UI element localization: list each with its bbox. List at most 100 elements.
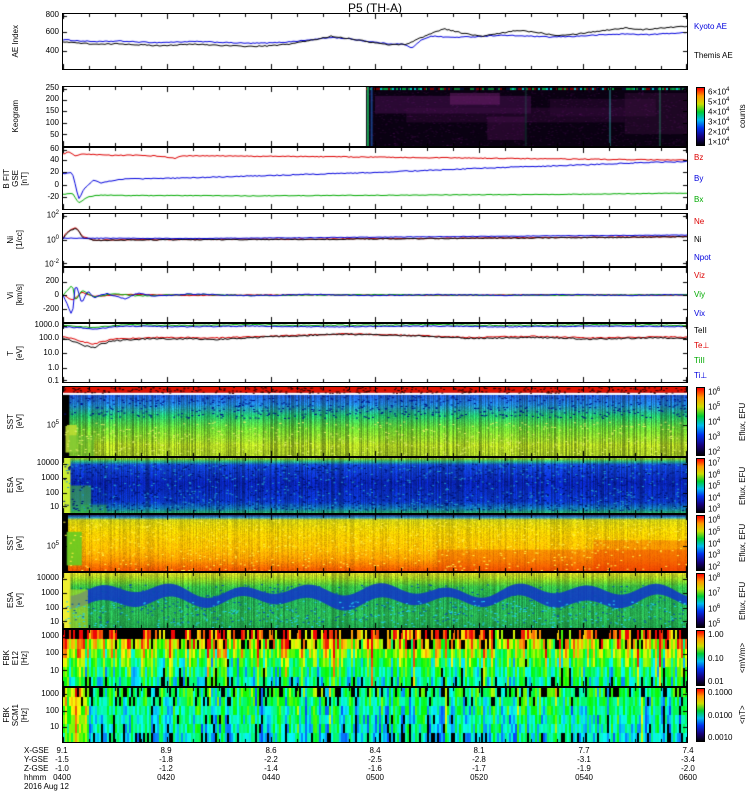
- y-axis-label: Vi [km/s]: [0, 267, 30, 323]
- y-tick-label: 60: [50, 144, 59, 153]
- right-column: 106 105 104 103 102 Eflux, EFU: [690, 514, 750, 572]
- y-axis-label-line: [eV]: [15, 535, 24, 551]
- y-tick-column: 1000.0 100.0 10.0 1.0 0.1: [30, 320, 60, 385]
- x-tick-value: 0440: [262, 773, 280, 782]
- x-tick-value: -1.4: [264, 764, 278, 773]
- legend-label: Viy: [694, 290, 705, 299]
- colorbar-tick-label: 5×104: [708, 97, 730, 107]
- y-tick-label: 20: [50, 167, 59, 176]
- x-tick-value: -1.6: [368, 764, 382, 773]
- plot-canvas: [63, 387, 687, 456]
- x-axis-row: hhmm 0400 0420 0440 0500 0520 0540 0600: [0, 773, 750, 782]
- y-tick-label: 100: [45, 648, 59, 657]
- plot-area: [62, 13, 688, 70]
- legend-label: Npot: [694, 253, 711, 262]
- right-column: 106 105 104 103 102 Eflux, EFU: [690, 386, 750, 457]
- legend-label: Bx: [694, 195, 704, 204]
- colorbar-tick-label: 0.0100: [708, 711, 733, 720]
- colorbar-tick-label: 104: [708, 417, 721, 427]
- colorbar-tick-label: 108: [708, 573, 721, 583]
- colorbar-tick-label: 0.01: [708, 677, 724, 686]
- colorbar-tick-label: 102: [708, 562, 721, 572]
- plot-canvas: [63, 630, 687, 686]
- y-axis-label-line: FBK: [1, 707, 11, 723]
- x-tick-value: 8.1: [473, 746, 485, 755]
- y-axis-label-line: B FIT: [1, 168, 11, 189]
- panel-b-fit: B FIT GSE [nT] 60 40 20 0 -20 Bz By Bx: [0, 144, 750, 210]
- x-tick-value: -1.2: [159, 764, 173, 773]
- x-tick-value: 0600: [679, 773, 697, 782]
- panel-fbk-efield-spectrogram: FBK E12 [Hz] 1000 100 10 1.00 0.10 0.01 <mV/m>: [0, 629, 750, 687]
- y-tick-label: 400: [45, 46, 59, 55]
- colorbar-tick-label: 1×104: [708, 137, 730, 147]
- colorbar-tick-label: 104: [708, 493, 721, 503]
- colorbar-tick-label: 106: [708, 387, 721, 397]
- x-tick-value: -1.5: [55, 755, 69, 764]
- x-axis-row: Y-GSE -1.5 -1.8 -2.2 -2.5 -2.8 -3.1 -3.4: [0, 755, 750, 764]
- y-tick-label: -20: [47, 192, 59, 201]
- y-tick-column: 200 0 -200: [30, 267, 60, 323]
- y-axis-label: ESA [eV]: [0, 572, 30, 629]
- x-tick-value: 8.4: [369, 746, 381, 755]
- plot-area: [62, 213, 688, 267]
- y-tick-column: 1000 100 10: [30, 687, 60, 743]
- y-axis-label: ESA [eV]: [0, 457, 30, 514]
- colorbar-tick-label: 6×104: [708, 87, 730, 97]
- colorbar-unit-label: Eflux, EFU: [738, 402, 747, 441]
- x-tick-value: 8.9: [160, 746, 172, 755]
- colorbar-tick-label: 107: [708, 588, 721, 598]
- y-tick-label: 10: [50, 666, 59, 675]
- y-axis-label: AE Index: [0, 13, 30, 70]
- x-tick-value: 0540: [575, 773, 593, 782]
- panel-esa-electron-spectrogram: ESA [eV] 10000 1000 100 10 108 107 106 105 Eflux…: [0, 572, 750, 629]
- x-tick-value: 0500: [366, 773, 384, 782]
- x-axis-row-label: hhmm: [24, 773, 47, 782]
- plot-area: [62, 323, 688, 383]
- colorbar-tick-label: 0.0010: [708, 733, 733, 742]
- y-tick-label: 1000: [41, 689, 59, 698]
- colorbar-tick-label: 105: [708, 527, 721, 537]
- legend-label: Kyoto AE: [694, 22, 727, 31]
- y-tick-label: 10000: [36, 573, 59, 582]
- legend-label: Ni: [694, 235, 702, 244]
- plot-area: [62, 457, 688, 514]
- y-axis-label-line: ESA: [6, 477, 15, 494]
- y-axis-label-line: [Hz]: [19, 650, 29, 666]
- colorbar-unit-label: Eflux, EFU: [738, 581, 747, 620]
- plot-canvas: [63, 268, 687, 322]
- x-tick-value: -2.5: [368, 755, 382, 764]
- colorbar-tick-label: 106: [708, 470, 721, 480]
- x-tick-value: 0520: [470, 773, 488, 782]
- x-tick-value: -2.8: [472, 755, 486, 764]
- legend-label: TeII: [694, 326, 707, 335]
- y-axis-label: FBK SCM1 [Hz]: [0, 687, 30, 743]
- x-tick-value: 0420: [157, 773, 175, 782]
- plot-canvas: [63, 573, 687, 628]
- legend-label: Ne: [694, 217, 705, 226]
- x-tick-value: 0400: [53, 773, 71, 782]
- legend-label: Viz: [694, 271, 705, 280]
- colorbar: [696, 387, 705, 456]
- colorbar-tick-label: 103: [708, 432, 721, 442]
- plot-canvas: [63, 688, 687, 742]
- x-axis-row: Z-GSE -1.0 -1.2 -1.4 -1.6 -1.7 -1.9 -2.0: [0, 764, 750, 773]
- right-column: Ne Ni Npot: [690, 213, 750, 267]
- y-tick-label: 1000.0: [34, 320, 59, 329]
- y-axis-label-line: [Hz]: [19, 707, 29, 723]
- y-axis-label: FBK E12 [Hz]: [0, 629, 30, 687]
- colorbar-tick-label: 0.10: [708, 654, 724, 663]
- colorbar-tick-label: 106: [708, 515, 721, 525]
- y-axis-label-line: SST: [6, 535, 15, 551]
- colorbar-tick-label: 2×104: [708, 127, 730, 137]
- y-tick-label: 50: [50, 130, 59, 139]
- plot-area: [62, 514, 688, 572]
- plot-area: [62, 629, 688, 687]
- plot-canvas: [63, 14, 687, 69]
- colorbar-tick-label: 102: [708, 447, 721, 457]
- panel-ae-index: AE Index 800 600 400 Kyoto AE Themis AE: [0, 10, 750, 70]
- y-tick-column: 105: [30, 514, 60, 572]
- y-tick-label: 10: [50, 502, 59, 511]
- legend-label: By: [694, 174, 704, 183]
- panel-fbk-scm-spectrogram: FBK SCM1 [Hz] 1000 100 10 0.1000 0.0100 0.0010…: [0, 687, 750, 743]
- x-axis-row: X-GSE 9.1 8.9 8.6 8.4 8.1 7.7 7.4: [0, 746, 750, 755]
